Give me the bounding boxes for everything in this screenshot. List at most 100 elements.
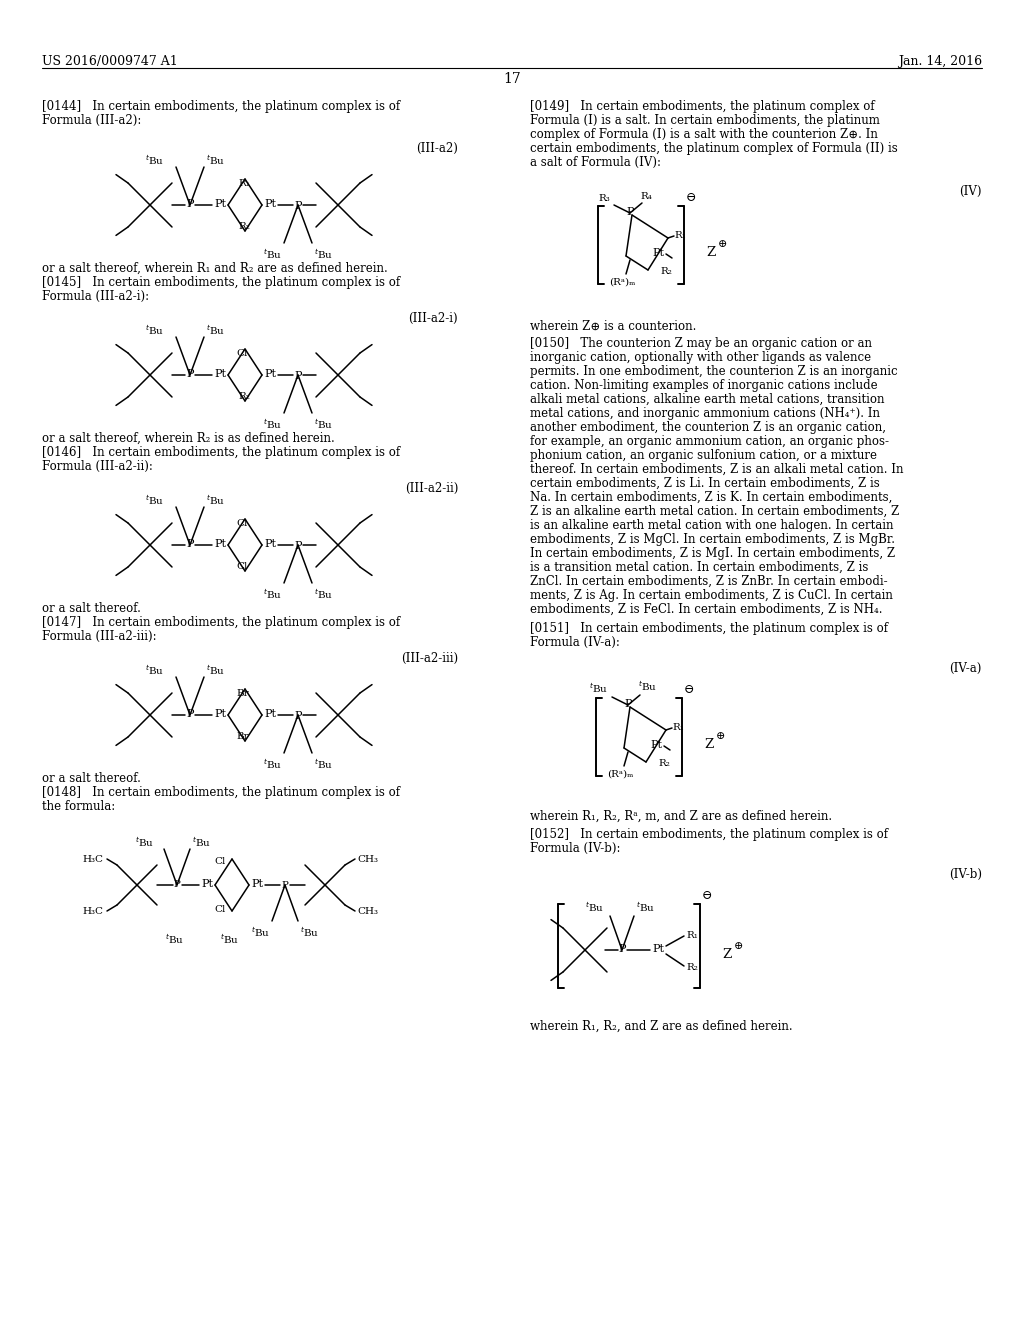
Text: R₂: R₂ <box>239 222 251 231</box>
Text: R₁: R₁ <box>239 180 251 187</box>
Text: $^t$Bu: $^t$Bu <box>636 900 655 913</box>
Text: or a salt thereof.: or a salt thereof. <box>42 772 141 785</box>
Text: Formula (III-a2-iii):: Formula (III-a2-iii): <box>42 630 157 643</box>
Text: H₃C: H₃C <box>82 907 103 916</box>
Text: R₁: R₁ <box>672 723 684 733</box>
Text: US 2016/0009747 A1: US 2016/0009747 A1 <box>42 55 178 69</box>
Text: $^t$Bu: $^t$Bu <box>144 663 164 677</box>
Text: H₃C: H₃C <box>82 854 103 863</box>
Text: Z: Z <box>705 738 714 751</box>
Text: $^t$Bu: $^t$Bu <box>135 836 154 849</box>
Text: $^t$Bu: $^t$Bu <box>220 932 240 946</box>
Text: (III-a2-iii): (III-a2-iii) <box>400 652 458 665</box>
Text: ⊕: ⊕ <box>734 941 743 950</box>
Text: Pt: Pt <box>652 248 664 257</box>
Text: $^t$Bu: $^t$Bu <box>206 494 225 507</box>
Text: Formula (I) is a salt. In certain embodiments, the platinum: Formula (I) is a salt. In certain embodi… <box>530 114 880 127</box>
Text: Pt: Pt <box>264 539 276 549</box>
Text: embodiments, Z is FeCl. In certain embodiments, Z is NH₄.: embodiments, Z is FeCl. In certain embod… <box>530 603 883 616</box>
Text: Formula (IV-a):: Formula (IV-a): <box>530 636 620 649</box>
Text: ments, Z is Ag. In certain embodiments, Z is CuCl. In certain: ments, Z is Ag. In certain embodiments, … <box>530 589 893 602</box>
Text: Formula (IV-b):: Formula (IV-b): <box>530 842 621 855</box>
Text: ⊕: ⊕ <box>718 239 727 249</box>
Text: the formula:: the formula: <box>42 800 116 813</box>
Text: $^t$Bu: $^t$Bu <box>300 925 319 939</box>
Text: (IV-b): (IV-b) <box>949 869 982 880</box>
Text: $^t$Bu: $^t$Bu <box>263 247 282 261</box>
Text: R₂: R₂ <box>660 268 672 276</box>
Text: (III-a2-i): (III-a2-i) <box>409 312 458 325</box>
Text: $^t$Bu: $^t$Bu <box>166 932 184 946</box>
Text: R₁: R₁ <box>686 932 698 940</box>
Text: R₂: R₂ <box>686 964 698 973</box>
Text: (IV-a): (IV-a) <box>949 663 982 675</box>
Text: ⊖: ⊖ <box>686 191 696 205</box>
Text: Pt: Pt <box>214 539 226 549</box>
Text: Pt: Pt <box>214 709 226 719</box>
Text: Pt: Pt <box>264 709 276 719</box>
Text: ⊖: ⊖ <box>684 682 694 696</box>
Text: Br: Br <box>237 733 249 741</box>
Text: [0146]   In certain embodiments, the platinum complex is of: [0146] In certain embodiments, the plati… <box>42 446 400 459</box>
Text: metal cations, and inorganic ammonium cations (NH₄⁺). In: metal cations, and inorganic ammonium ca… <box>530 407 880 420</box>
Text: Formula (III-a2):: Formula (III-a2): <box>42 114 141 127</box>
Text: [0145]   In certain embodiments, the platinum complex is of: [0145] In certain embodiments, the plati… <box>42 276 400 289</box>
Text: Pt: Pt <box>652 944 664 954</box>
Text: $^t$Bu: $^t$Bu <box>589 681 608 696</box>
Text: $^t$Bu: $^t$Bu <box>263 417 282 430</box>
Text: Z is an alkaline earth metal cation. In certain embodiments, Z: Z is an alkaline earth metal cation. In … <box>530 506 899 517</box>
Text: Pt: Pt <box>264 199 276 209</box>
Text: CH₃: CH₃ <box>357 854 378 863</box>
Text: $^t$Bu: $^t$Bu <box>638 680 657 693</box>
Text: another embodiment, the counterion Z is an organic cation,: another embodiment, the counterion Z is … <box>530 421 886 434</box>
Text: Formula (III-a2-ii):: Formula (III-a2-ii): <box>42 459 153 473</box>
Text: Br: Br <box>237 689 249 698</box>
Text: P: P <box>294 711 302 721</box>
Text: phonium cation, an organic sulfonium cation, or a mixture: phonium cation, an organic sulfonium cat… <box>530 449 877 462</box>
Text: $^t$Bu: $^t$Bu <box>314 756 333 771</box>
Text: R₄: R₄ <box>640 191 652 201</box>
Text: Pt: Pt <box>214 199 226 209</box>
Text: wherein R₁, R₂, Rᵃ, m, and Z are as defined herein.: wherein R₁, R₂, Rᵃ, m, and Z are as defi… <box>530 810 833 822</box>
Text: $^t$Bu: $^t$Bu <box>314 247 333 261</box>
Text: In certain embodiments, Z is MgI. In certain embodiments, Z: In certain embodiments, Z is MgI. In cer… <box>530 546 895 560</box>
Text: or a salt thereof, wherein R₁ and R₂ are as defined herein.: or a salt thereof, wherein R₁ and R₂ are… <box>42 261 388 275</box>
Text: R₂: R₂ <box>658 759 670 768</box>
Text: a salt of Formula (IV):: a salt of Formula (IV): <box>530 156 662 169</box>
Text: (Rᵃ)ₘ: (Rᵃ)ₘ <box>607 770 633 779</box>
Text: Pt: Pt <box>201 879 213 888</box>
Text: Cl: Cl <box>237 348 248 358</box>
Text: CH₃: CH₃ <box>357 907 378 916</box>
Text: Z: Z <box>706 247 715 260</box>
Text: P: P <box>186 199 194 209</box>
Text: $^t$Bu: $^t$Bu <box>206 323 225 337</box>
Text: complex of Formula (I) is a salt with the counterion Z⊕. In: complex of Formula (I) is a salt with th… <box>530 128 878 141</box>
Text: Na. In certain embodiments, Z is K. In certain embodiments,: Na. In certain embodiments, Z is K. In c… <box>530 491 892 504</box>
Text: [0152]   In certain embodiments, the platinum complex is of: [0152] In certain embodiments, the plati… <box>530 828 888 841</box>
Text: Cl: Cl <box>215 857 226 866</box>
Text: $^t$Bu: $^t$Bu <box>144 323 164 337</box>
Text: P: P <box>294 541 302 550</box>
Text: is a transition metal cation. In certain embodiments, Z is: is a transition metal cation. In certain… <box>530 561 868 574</box>
Text: Formula (III-a2-i):: Formula (III-a2-i): <box>42 290 150 304</box>
Text: R₃: R₃ <box>598 194 610 203</box>
Text: for example, an organic ammonium cation, an organic phos-: for example, an organic ammonium cation,… <box>530 436 889 447</box>
Text: $^t$Bu: $^t$Bu <box>206 663 225 677</box>
Text: P: P <box>173 880 180 888</box>
Text: certain embodiments, the platinum complex of Formula (II) is: certain embodiments, the platinum comple… <box>530 143 898 154</box>
Text: $^t$Bu: $^t$Bu <box>263 587 282 601</box>
Text: inorganic cation, optionally with other ligands as valence: inorganic cation, optionally with other … <box>530 351 871 364</box>
Text: P: P <box>627 207 634 216</box>
Text: certain embodiments, Z is Li. In certain embodiments, Z is: certain embodiments, Z is Li. In certain… <box>530 477 880 490</box>
Text: wherein Z⊕ is a counterion.: wherein Z⊕ is a counterion. <box>530 319 696 333</box>
Text: (III-a2-ii): (III-a2-ii) <box>404 482 458 495</box>
Text: $^t$Bu: $^t$Bu <box>193 836 211 849</box>
Text: P: P <box>294 371 302 381</box>
Text: alkali metal cations, alkaline earth metal cations, transition: alkali metal cations, alkaline earth met… <box>530 393 885 407</box>
Text: [0149]   In certain embodiments, the platinum complex of: [0149] In certain embodiments, the plati… <box>530 100 874 114</box>
Text: [0147]   In certain embodiments, the platinum complex is of: [0147] In certain embodiments, the plati… <box>42 616 400 630</box>
Text: or a salt thereof.: or a salt thereof. <box>42 602 141 615</box>
Text: Pt: Pt <box>214 370 226 379</box>
Text: wherein R₁, R₂, and Z are as defined herein.: wherein R₁, R₂, and Z are as defined her… <box>530 1020 793 1034</box>
Text: P: P <box>282 880 289 890</box>
